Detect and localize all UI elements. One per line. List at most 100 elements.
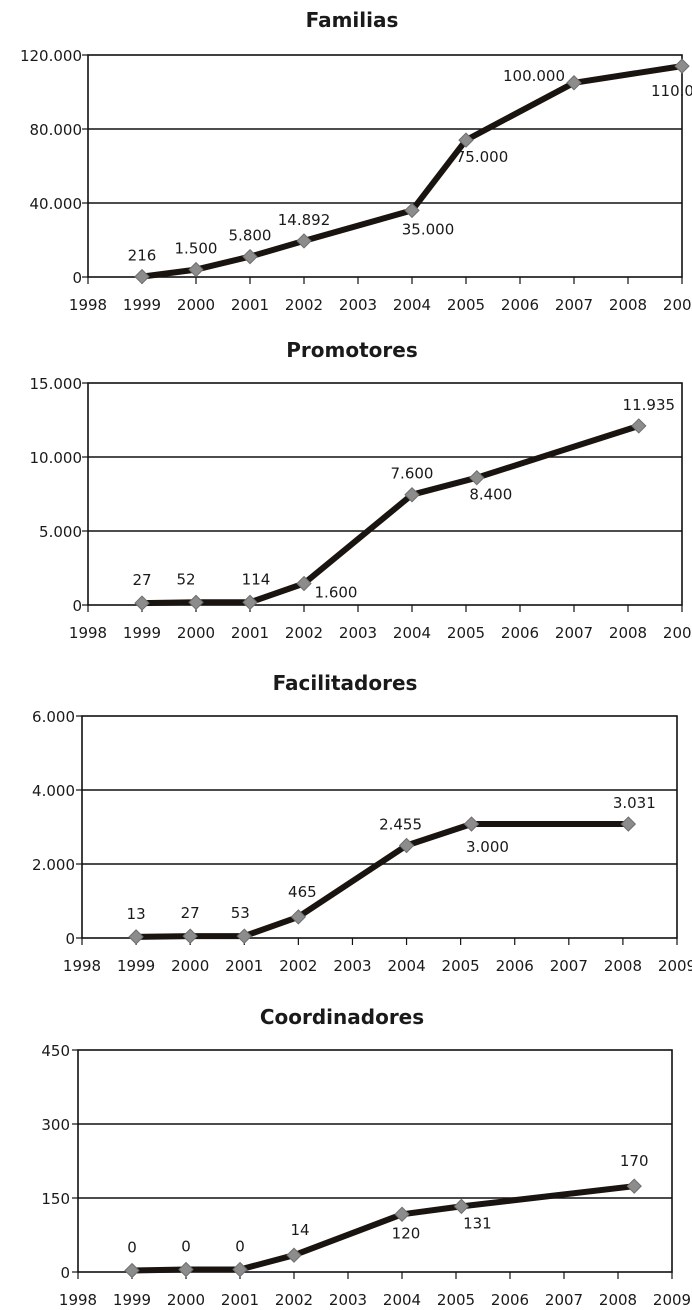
y-tick-label: 2.000 <box>32 856 75 874</box>
data-point <box>242 248 258 265</box>
data-label: 35.000 <box>402 220 455 238</box>
data-label: 14 <box>290 1221 309 1239</box>
x-tick-label: 2002 <box>285 296 323 314</box>
x-tick-label: 1999 <box>117 957 155 975</box>
x-tick-label: 2001 <box>225 957 263 975</box>
x-tick-label: 1998 <box>63 957 101 975</box>
data-label: 53 <box>231 904 250 922</box>
data-point <box>188 594 204 611</box>
x-tick-label: 2000 <box>167 1291 205 1309</box>
y-tick-label: 0 <box>72 597 82 615</box>
data-label: 8.400 <box>469 486 512 504</box>
plot-frame <box>87 382 683 606</box>
x-tick-label: 2001 <box>231 624 269 642</box>
x-tick-label: 2009 <box>658 957 692 975</box>
x-tick-label: 2003 <box>333 957 371 975</box>
series-line <box>139 422 642 607</box>
data-label: 5.800 <box>229 227 272 245</box>
data-point <box>128 929 144 945</box>
x-tick-label: 2003 <box>329 1291 367 1309</box>
data-point <box>394 1206 410 1222</box>
data-point <box>620 816 637 832</box>
x-tick-label: 2006 <box>501 624 539 642</box>
x-tick-label: 2004 <box>383 1291 421 1309</box>
data-point <box>124 1262 140 1279</box>
x-tick-label: 2000 <box>177 296 215 314</box>
x-tick-label: 2007 <box>555 296 593 314</box>
data-point <box>290 909 307 925</box>
x-tick-label: 2000 <box>177 624 215 642</box>
data-point <box>404 487 420 503</box>
chart-3: Facilitadores 0 2.000 4.000 6.000 1998 1999 200… <box>32 671 692 975</box>
data-label: 3.031 <box>613 794 656 812</box>
data-point <box>404 202 420 219</box>
data-point <box>463 816 480 832</box>
series-line <box>129 1183 638 1274</box>
x-tick-label: 2008 <box>599 1291 637 1309</box>
x-tick-label: 2008 <box>609 296 647 314</box>
x-tick-label: 2007 <box>555 624 593 642</box>
data-label: 27 <box>181 904 200 922</box>
data-label: 14.892 <box>278 211 331 229</box>
data-label: 0 <box>235 1238 245 1256</box>
y-tick-label: 450 <box>41 1042 70 1060</box>
series-line <box>139 63 685 280</box>
chart-1: Familias 0 40.000 80.000 120.000 1998 1999 2000… <box>20 8 692 314</box>
x-tick-label: 2002 <box>285 624 323 642</box>
x-tick-label: 1999 <box>123 296 161 314</box>
data-point <box>134 268 150 285</box>
x-tick-label: 2004 <box>393 296 431 314</box>
y-tick-label: 5.000 <box>39 523 82 541</box>
data-point <box>134 595 150 611</box>
data-label: 0 <box>127 1239 137 1257</box>
y-tick-label: 300 <box>41 1116 70 1134</box>
plot-frame <box>81 715 678 939</box>
x-tick-label: 2000 <box>171 957 209 975</box>
data-label: 216 <box>128 247 157 265</box>
x-tick-label: 2008 <box>604 957 642 975</box>
chart-4: Coordinadores 0 150 300 450 1998 1999 2000 2001 2… <box>41 1005 691 1309</box>
data-label: 114 <box>242 570 271 588</box>
data-label: 0 <box>181 1238 191 1256</box>
data-label: 100.000 <box>503 67 565 85</box>
data-point <box>626 1178 642 1194</box>
x-tick-label: 2009 <box>653 1291 691 1309</box>
data-point <box>296 233 312 249</box>
x-tick-label: 2002 <box>279 957 317 975</box>
plot-frame <box>77 1049 673 1273</box>
data-point <box>242 594 258 611</box>
data-label: 1.600 <box>315 584 358 602</box>
y-tick-label: 0 <box>65 930 75 948</box>
data-label: 465 <box>288 883 317 901</box>
x-tick-label: 2005 <box>447 296 485 314</box>
y-tick-label: 0 <box>72 269 82 287</box>
x-tick-label: 2003 <box>339 624 377 642</box>
x-tick-label: 2006 <box>496 957 534 975</box>
data-label: 75.000 <box>456 148 509 166</box>
x-tick-label: 2009 <box>663 296 692 314</box>
x-tick-label: 1998 <box>59 1291 97 1309</box>
data-point <box>469 470 485 486</box>
data-label: 52 <box>176 570 195 588</box>
data-point <box>232 1261 248 1278</box>
chart-title: Familias <box>306 8 399 32</box>
data-point <box>674 58 690 74</box>
x-tick-label: 1998 <box>69 624 107 642</box>
data-label: 120 <box>392 1224 421 1242</box>
data-label: 3.000 <box>466 838 509 856</box>
x-tick-label: 1999 <box>113 1291 151 1309</box>
y-tick-label: 0 <box>60 1264 70 1282</box>
x-tick-label: 2003 <box>339 296 377 314</box>
data-point <box>453 1198 470 1215</box>
y-tick-label: 80.000 <box>30 121 83 139</box>
x-tick-label: 1999 <box>123 624 161 642</box>
x-tick-label: 2005 <box>437 1291 475 1309</box>
x-tick-label: 2009 <box>663 624 692 642</box>
y-tick-label: 6.000 <box>32 708 75 726</box>
x-tick-label: 1998 <box>69 296 107 314</box>
data-point <box>182 928 198 944</box>
data-label: 1.500 <box>175 240 218 258</box>
data-point <box>188 261 204 278</box>
x-tick-label: 2001 <box>231 296 269 314</box>
